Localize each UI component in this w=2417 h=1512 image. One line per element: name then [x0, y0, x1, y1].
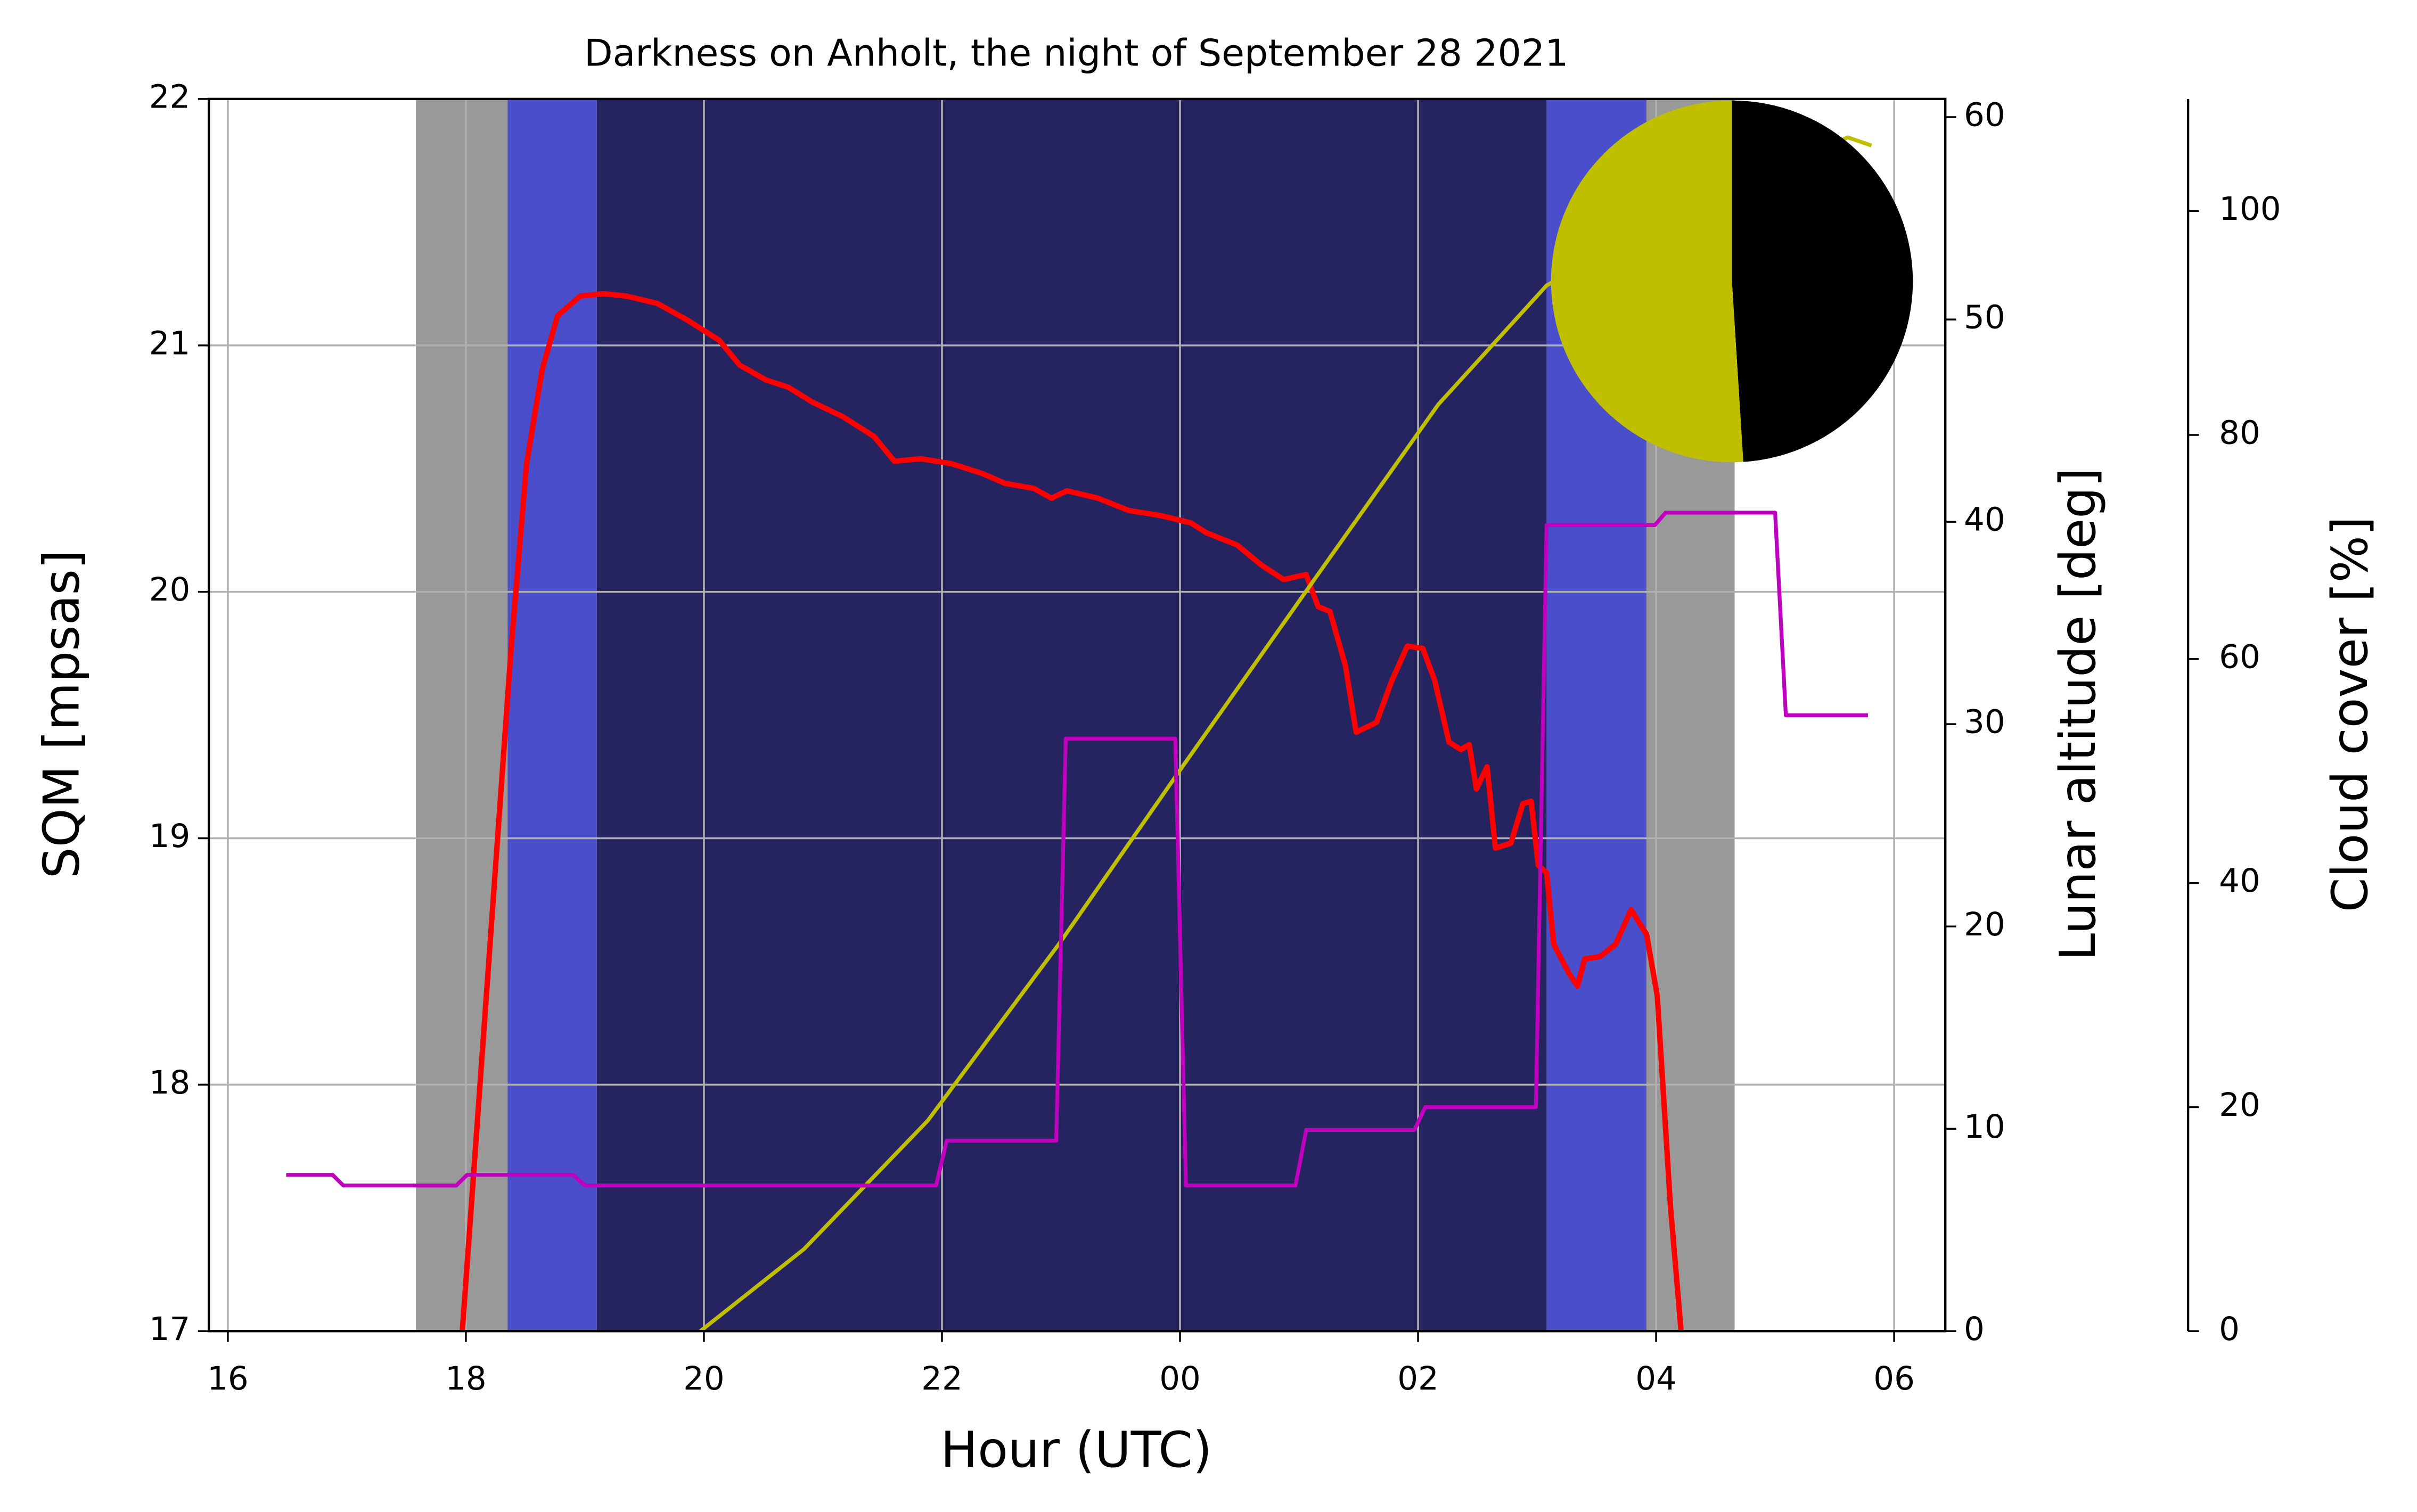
y2-tick-label: 60: [1964, 96, 2005, 134]
x-tick-label: 02: [1397, 1360, 1439, 1398]
y3-tick-label: 0: [2219, 1310, 2240, 1348]
y-tick-label: 20: [149, 571, 191, 609]
x-tick-label: 22: [921, 1360, 963, 1398]
y-tick-label: 21: [149, 324, 191, 362]
x-tick-label: 00: [1159, 1360, 1201, 1398]
y3-axis-label: Cloud cover [%]: [2321, 516, 2379, 912]
x-tick-label: 16: [207, 1360, 249, 1398]
twilight-band: [507, 98, 597, 1332]
y2-tick-label: 40: [1964, 501, 2005, 539]
y3-tick-label: 100: [2219, 190, 2281, 228]
axes-frame: [207, 97, 1947, 1333]
y-axis-label: SQM [mpsas]: [32, 550, 90, 879]
series-line: [286, 511, 1868, 1188]
y3-tick-label: 40: [2219, 862, 2260, 900]
moon-wedge: [1732, 100, 1913, 462]
x-axis-label: Hour (UTC): [940, 1421, 1212, 1478]
x-tick-label: 18: [445, 1360, 487, 1398]
moon-wedge: [1551, 100, 1743, 463]
x-tick-label: 20: [683, 1360, 725, 1398]
y3-tick-label: 20: [2219, 1086, 2260, 1124]
y2-tick-label: 50: [1964, 299, 2005, 336]
series-line: [460, 291, 1684, 1332]
y3-tick-label: 80: [2219, 414, 2260, 452]
y2-tick-label: 20: [1964, 906, 2005, 943]
y-tick-label: 22: [149, 78, 191, 116]
y-tick-label: 17: [149, 1310, 191, 1348]
y2-tick-label: 30: [1964, 703, 2005, 741]
x-tick-label: 04: [1635, 1360, 1677, 1398]
y2-tick-label: 10: [1964, 1108, 2005, 1146]
x-tick-label: 06: [1873, 1360, 1915, 1398]
y2-axis-label: Lunar altitude [deg]: [2049, 468, 2107, 961]
y-tick-label: 19: [149, 817, 191, 855]
y3-tick-label: 60: [2219, 638, 2260, 676]
twilight-band: [416, 98, 508, 1332]
twilight-band: [596, 98, 1547, 1332]
y-tick-label: 18: [149, 1064, 191, 1102]
y2-tick-label: 0: [1964, 1310, 1985, 1348]
chart-title: Darkness on Anholt, the night of Septemb…: [584, 32, 1569, 75]
